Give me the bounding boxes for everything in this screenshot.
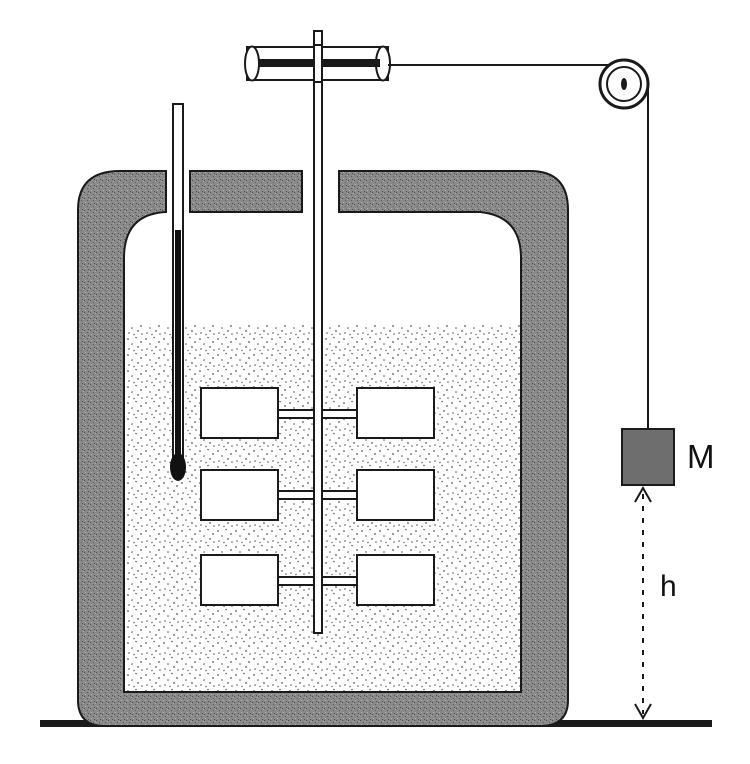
mass-label: M <box>687 438 715 475</box>
height-arrow <box>634 485 652 721</box>
paddle <box>200 387 279 439</box>
drive-pulley-icon <box>244 44 391 83</box>
paddle <box>356 554 435 606</box>
vessel <box>77 170 569 727</box>
mass-block <box>621 428 675 486</box>
paddle <box>356 387 435 439</box>
paddle <box>200 469 279 521</box>
vessel-lid-segment <box>189 170 303 213</box>
corner-pulley-icon <box>598 58 650 110</box>
vessel-wall <box>77 170 569 727</box>
stirrer-shaft <box>313 30 323 634</box>
paddle <box>356 469 435 521</box>
paddle <box>200 554 279 606</box>
paddle-wheel <box>200 30 435 634</box>
thermometer-icon <box>170 103 186 481</box>
height-label: h <box>660 570 677 603</box>
